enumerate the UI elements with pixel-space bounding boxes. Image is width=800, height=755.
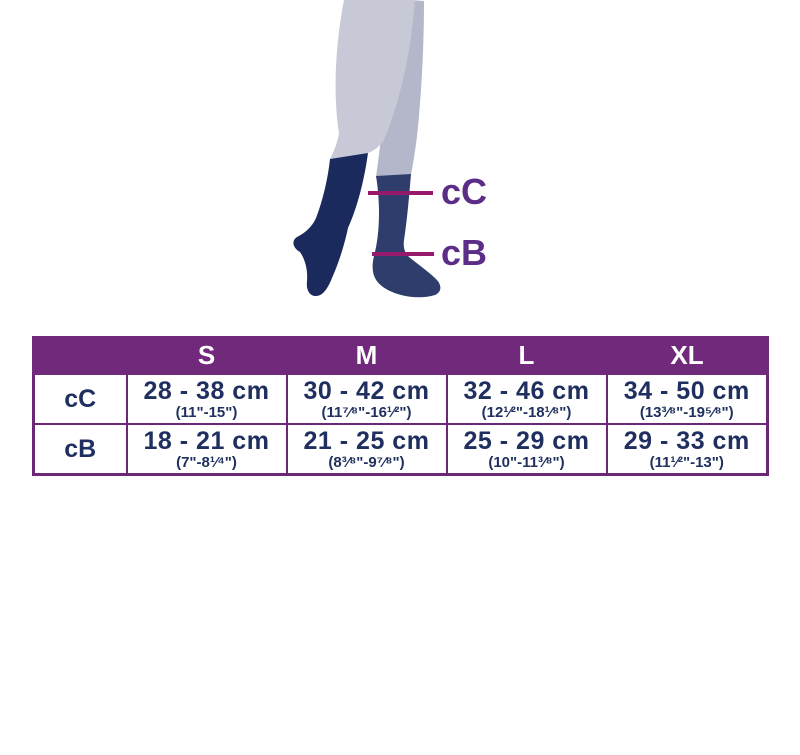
inch-value: (13³⁄⁸"-19⁵⁄⁸"): [639, 403, 734, 421]
cm-value: 25 - 29 cm: [463, 426, 590, 455]
cm-value: 34 - 50 cm: [623, 376, 750, 405]
row-label-text: cC: [64, 384, 97, 413]
cell-cc-s: 28 - 38 cm (11"-15"): [125, 372, 288, 425]
cell-cb-m: 21 - 25 cm (8³⁄⁸"-9⁷⁄⁸"): [285, 423, 448, 476]
inch-value: (11¹⁄²"-13"): [649, 453, 724, 471]
column-header-xl: XL: [605, 336, 769, 375]
inch-value: (11⁷⁄⁸"-16¹⁄²"): [321, 403, 412, 421]
ankle-label: cB: [441, 232, 487, 273]
row-label-cb: cB: [32, 423, 128, 476]
cell-cc-l: 32 - 46 cm (12¹⁄²"-18¹⁄⁸"): [445, 372, 608, 425]
cell-cc-m: 30 - 42 cm (11⁷⁄⁸"-16¹⁄²"): [285, 372, 448, 425]
cell-cb-xl: 29 - 33 cm (11¹⁄²"-13"): [605, 423, 769, 476]
inch-value: (10"-11³⁄⁸"): [488, 453, 565, 471]
inch-value: (8³⁄⁸"-9⁷⁄⁸"): [328, 453, 405, 471]
cm-value: 32 - 46 cm: [463, 376, 590, 405]
legs-illustration: cC cB: [293, 0, 487, 298]
cm-value: 21 - 25 cm: [303, 426, 430, 455]
column-header-s: S: [125, 336, 288, 375]
cm-value: 29 - 33 cm: [623, 426, 750, 455]
table-row-cc: cC 28 - 38 cm (11"-15") 30 - 42 cm (11⁷⁄…: [32, 372, 769, 425]
size-chart-table: S M L XL cC 28 - 38 cm (11"-15"): [32, 336, 769, 476]
calf-label: cC: [441, 171, 487, 212]
table-row-cb: cB 18 - 21 cm (7"-8¹⁄⁴") 21 - 25 cm (8³⁄…: [32, 423, 769, 476]
row-label-cc: cC: [32, 372, 128, 425]
cm-value: 28 - 38 cm: [143, 376, 270, 405]
column-header-l: L: [445, 336, 608, 375]
cell-cb-s: 18 - 21 cm (7"-8¹⁄⁴"): [125, 423, 288, 476]
column-header-m: M: [285, 336, 448, 375]
inch-value: (11"-15"): [175, 403, 238, 421]
row-label-text: cB: [64, 434, 97, 463]
inch-value: (12¹⁄²"-18¹⁄⁸"): [481, 403, 572, 421]
cell-cc-xl: 34 - 50 cm (13³⁄⁸"-19⁵⁄⁸"): [605, 372, 769, 425]
corner-cell: [32, 336, 128, 375]
cell-cb-l: 25 - 29 cm (10"-11³⁄⁸"): [445, 423, 608, 476]
front-sock: [293, 153, 368, 296]
cm-value: 30 - 42 cm: [303, 376, 430, 405]
header-row: S M L XL: [32, 336, 769, 375]
back-sock: [372, 174, 441, 298]
cm-value: 18 - 21 cm: [143, 426, 270, 455]
front-leg: [330, 0, 415, 159]
inch-value: (7"-8¹⁄⁴"): [176, 453, 237, 471]
